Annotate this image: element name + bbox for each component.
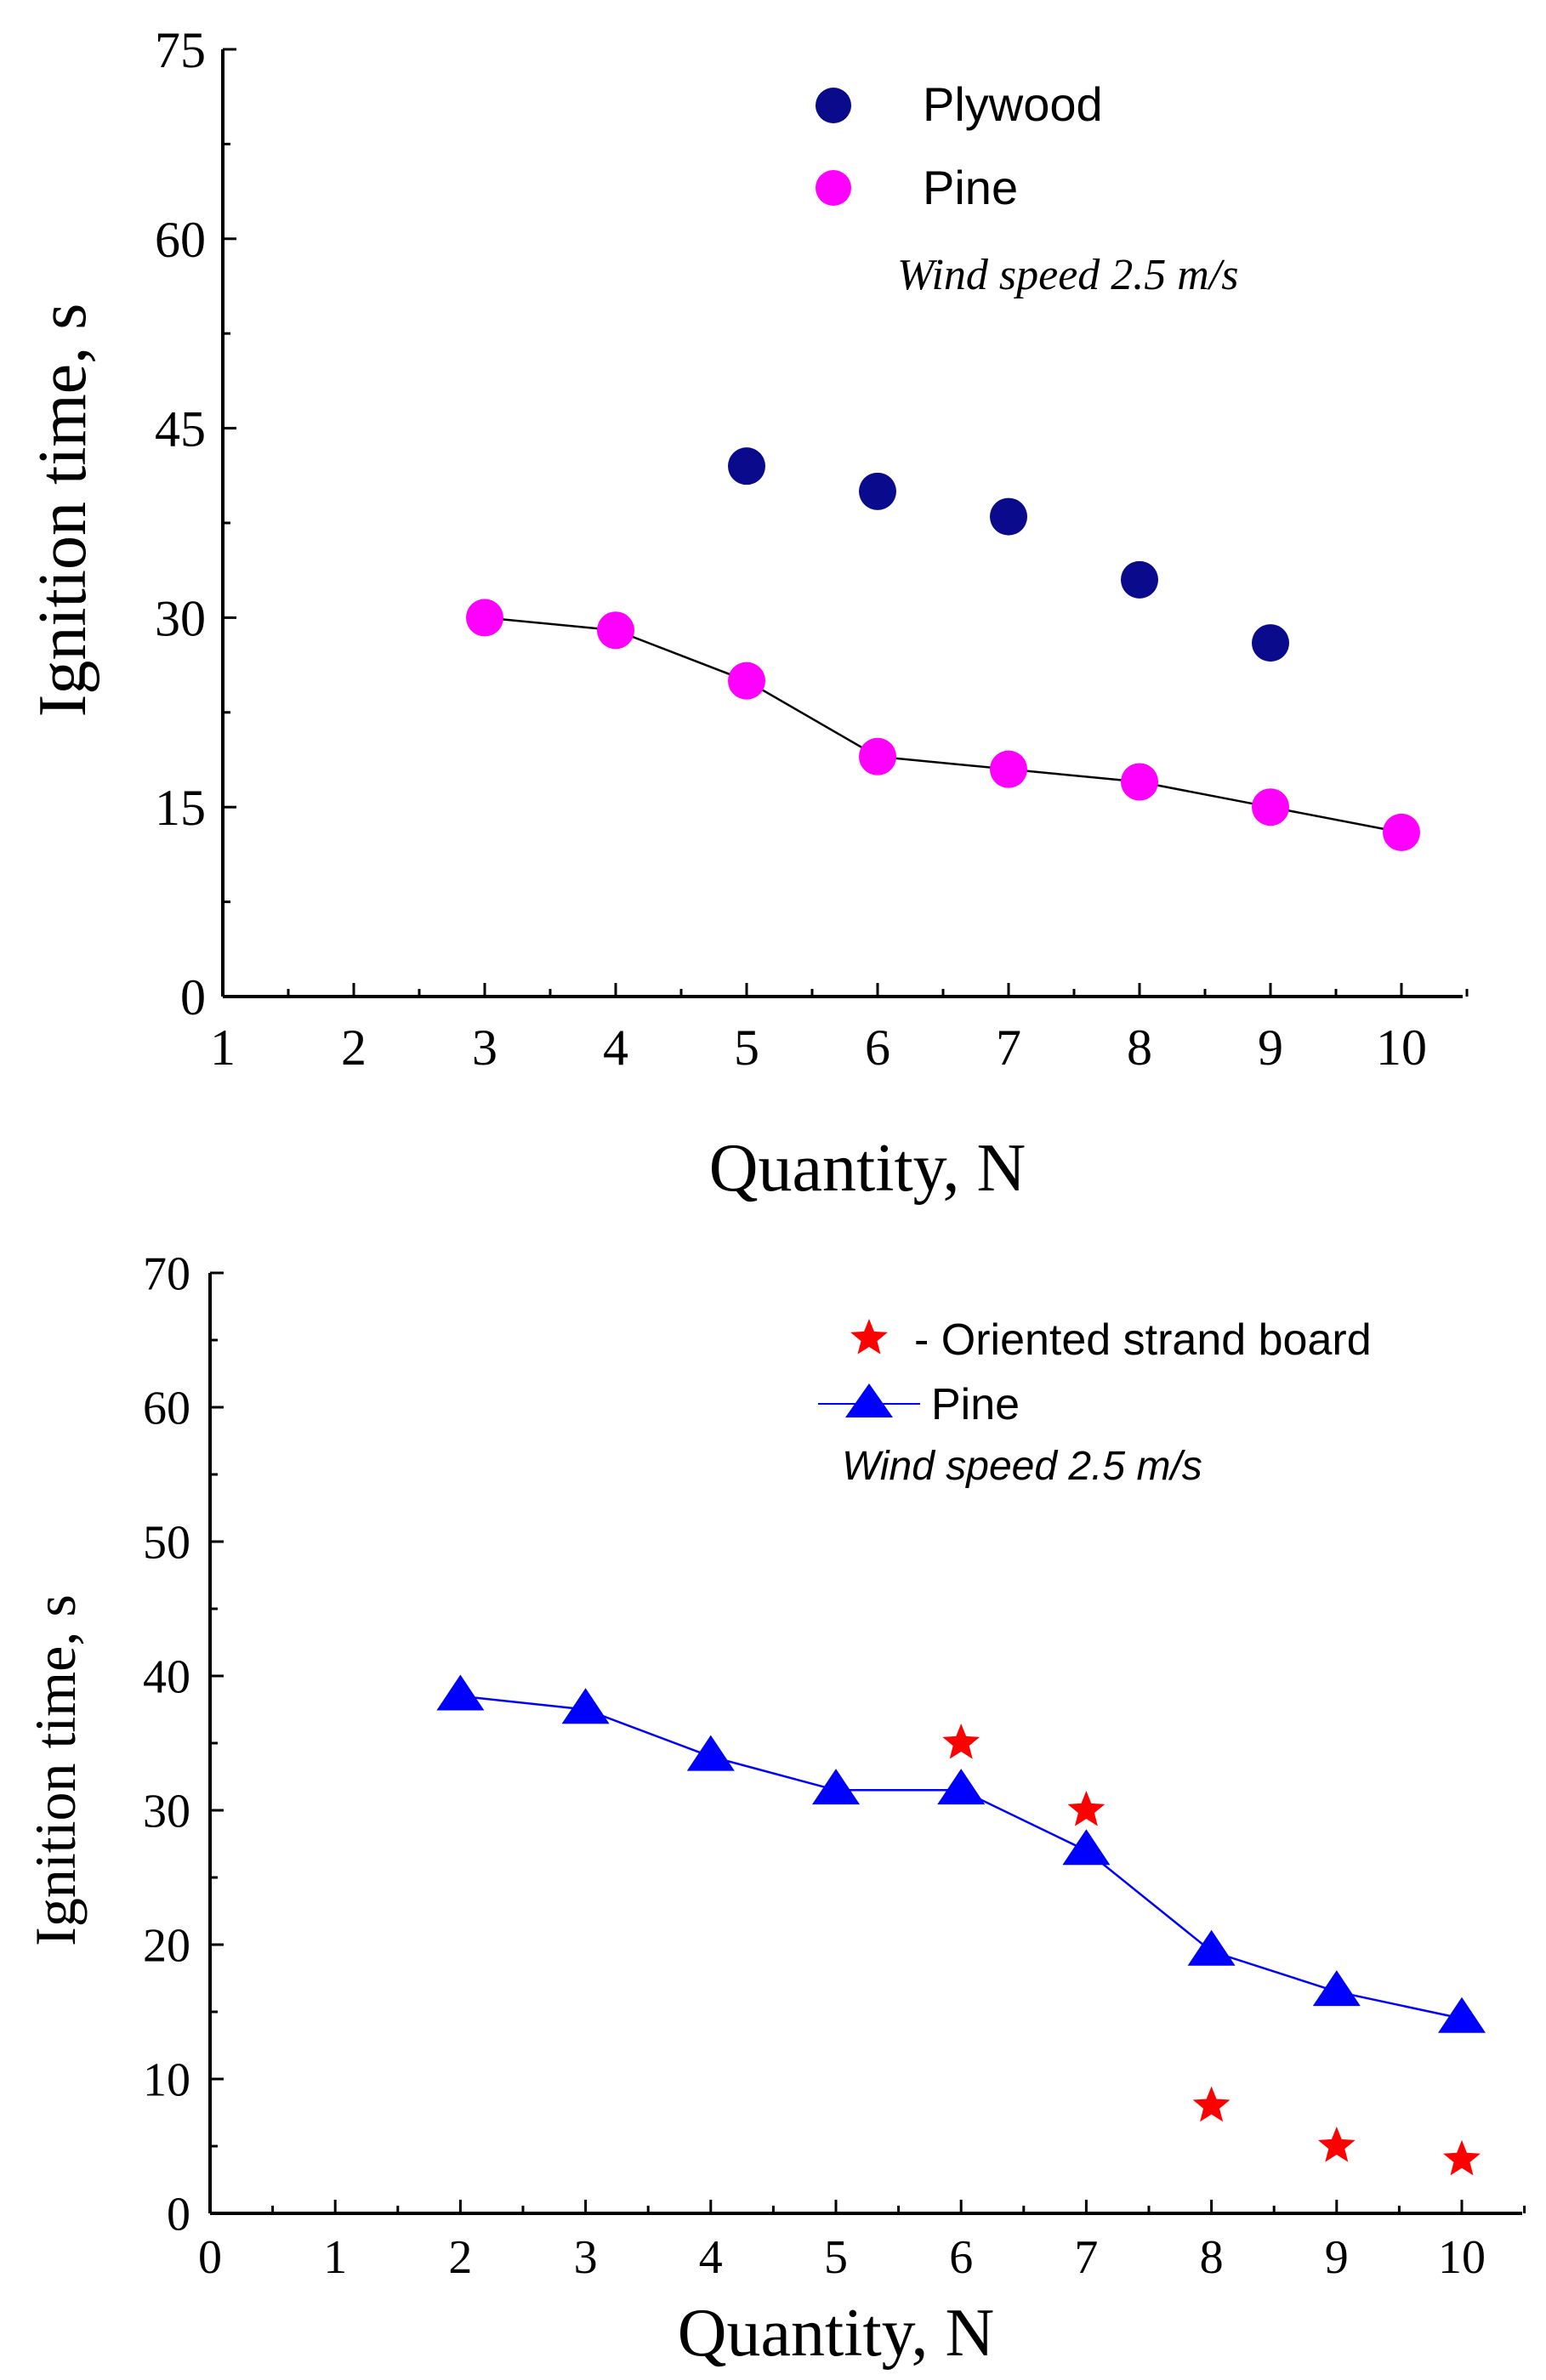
y-tick-label: 45 [155,401,206,457]
x-tick-label: 3 [574,2231,598,2284]
legend-marker-pine [816,170,851,206]
x-tick-label: 5 [734,1020,759,1076]
point-pine [1438,1997,1486,2033]
point-pine [686,1735,735,1771]
y-tick-label: 75 [155,22,206,78]
x-axis-label: Quantity, N [709,1131,1026,1206]
x-tick-label: 0 [198,2231,222,2284]
axis-ticks: 0 10 20 30 40 50 60 70 0 1 2 3 4 5 6 7 8 9 10 [143,1248,1526,2284]
legend-marker-pine [845,1383,893,1417]
x-tick-label: 7 [1074,2231,1098,2284]
point-pine [728,662,765,700]
point-pine [597,611,634,650]
x-tick-label: 10 [1376,1020,1427,1076]
annotation-wind-speed: Wind speed 2.5 m/s [897,251,1239,299]
legend-label-osb: - Oriented strand board [914,1315,1372,1365]
y-tick-label: 60 [143,1383,190,1435]
y-axis-label: Ignition time, s [23,1594,88,1946]
y-tick-label: 60 [155,212,206,268]
y-tick-label: 50 [143,1517,190,1570]
series-markers [466,447,1420,851]
chart-osb-pine: 0 10 20 30 40 50 60 70 0 1 2 3 4 5 6 7 8 9 10 - Oriented s… [23,1248,1526,2371]
x-tick-label: 6 [949,2231,973,2284]
x-tick-label: 10 [1438,2231,1486,2284]
x-tick-label: 8 [1200,2231,1224,2284]
point-oriented-strand-board [1317,2127,1356,2162]
point-plywood [1121,560,1158,599]
point-oriented-strand-board [1443,2139,1481,2176]
y-tick-label: 30 [143,1786,190,1838]
series-markers [436,1674,1486,2176]
point-pine [1121,763,1158,801]
x-axis-label: Quantity, N [678,2296,995,2371]
point-pine [561,1688,610,1724]
legend-label-pine: Pine [931,1380,1020,1429]
point-pine [1062,1829,1111,1866]
series-lines [484,616,1402,834]
x-tick-label: 5 [824,2231,848,2284]
y-tick-label: 40 [143,1651,190,1704]
series-line-pine [484,616,1402,834]
point-pine [436,1674,485,1711]
annotation-wind-speed: Wind speed 2.5 m/s [842,1444,1202,1489]
x-tick-label: 2 [341,1020,367,1076]
point-pine [1252,788,1289,826]
point-pine [1383,813,1420,851]
point-pine [1187,1929,1236,1966]
y-tick-label: 30 [155,590,206,646]
x-tick-label: 1 [323,2231,347,2284]
point-oriented-strand-board [1067,1791,1106,1826]
point-pine [812,1769,860,1805]
y-tick-label: 10 [143,2054,190,2107]
point-pine [466,599,503,637]
legend-label-plywood: Plywood [923,77,1103,131]
y-axis-label: Ignition time, s [26,304,100,718]
legend-label-pine: Pine [923,161,1018,214]
x-tick-label: 3 [472,1020,497,1076]
point-oriented-strand-board [942,1724,980,1759]
legend: - Oriented strand board Pine [818,1315,1372,1429]
x-tick-label: 9 [1325,2231,1349,2284]
x-tick-label: 4 [699,2231,723,2284]
x-tick-label: 2 [448,2231,472,2284]
x-tick-label: 9 [1258,1020,1283,1076]
x-tick-label: 6 [865,1020,890,1076]
point-oriented-strand-board [1192,2086,1231,2122]
point-pine [859,737,896,775]
point-plywood [728,447,765,486]
point-pine [990,750,1027,788]
point-plywood [1252,624,1289,662]
x-tick-label: 4 [603,1020,628,1076]
legend-marker-osb [850,1319,888,1355]
y-tick-label: 0 [180,969,206,1025]
point-pine [1312,1970,1361,2007]
x-tick-label: 8 [1127,1020,1152,1076]
point-plywood [990,497,1027,536]
y-tick-label: 15 [155,780,206,836]
point-plywood [859,472,896,510]
legend-marker-plywood [816,88,851,123]
legend: Plywood Pine [816,77,1103,214]
x-tick-label: 1 [210,1020,236,1076]
y-tick-label: 20 [143,1920,190,1973]
x-tick-label: 7 [996,1020,1021,1076]
point-pine [937,1769,986,1805]
y-tick-label: 70 [143,1248,190,1301]
y-tick-label: 0 [167,2189,190,2241]
